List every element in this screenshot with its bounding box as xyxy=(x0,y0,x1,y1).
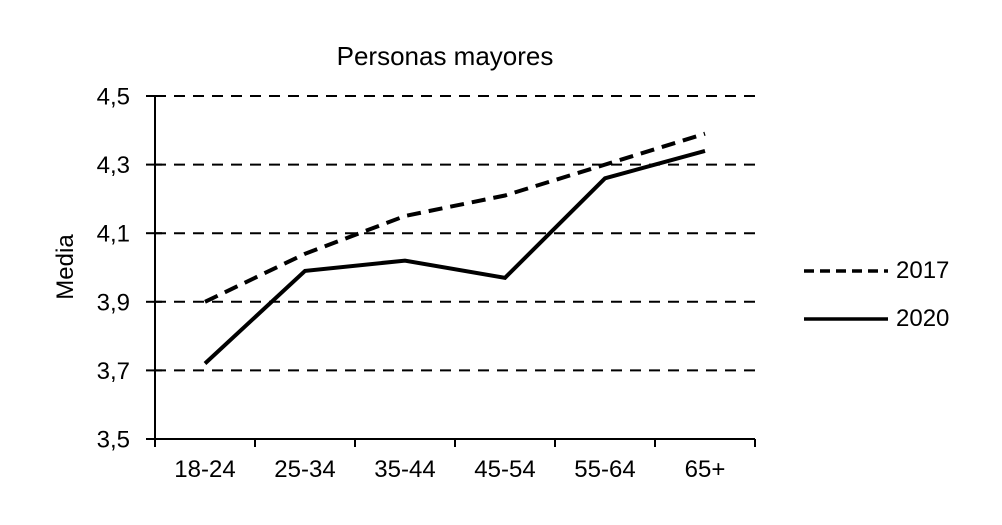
legend-label-2017: 2017 xyxy=(896,257,950,284)
x-tick-label: 65+ xyxy=(685,456,726,483)
y-tick-label: 3,9 xyxy=(97,289,130,316)
x-tick-label: 18-24 xyxy=(174,456,235,483)
series-line-2017 xyxy=(204,131,706,304)
series-line-2020 xyxy=(203,148,706,365)
legend-label-2020: 2020 xyxy=(896,305,950,332)
legend-entry-2020: 2020 xyxy=(804,305,949,333)
legend-entry-2017: 2017 xyxy=(804,257,949,285)
chart-title: Personas mayores xyxy=(336,41,554,71)
y-tick-label: 3,7 xyxy=(97,358,130,385)
x-tick-label: 35-44 xyxy=(374,456,435,483)
y-tick-label: 4,3 xyxy=(97,152,130,179)
y-tick-label: 4,1 xyxy=(97,221,130,248)
legend-dashed-line-sample xyxy=(804,269,888,273)
y-tick-label: 3,5 xyxy=(97,427,130,454)
x-tick-label: 45-54 xyxy=(474,456,535,483)
x-tick-label: 25-34 xyxy=(274,456,335,483)
y-tick-label: 4,5 xyxy=(97,84,130,111)
legend: 2017 2020 xyxy=(804,257,949,333)
x-tick-label: 55-64 xyxy=(574,456,635,483)
legend-solid-line-sample xyxy=(804,317,888,321)
